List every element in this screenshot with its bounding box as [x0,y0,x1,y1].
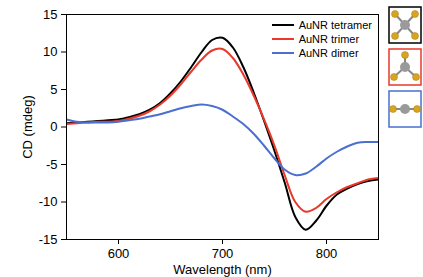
html-text:AuNR tetramer: AuNR tetramer [298,19,372,31]
html-text:AuNR dimer: AuNR dimer [298,47,359,59]
svg-text:-15: -15 [39,232,58,247]
svg-text:15: 15 [43,7,57,22]
svg-text:5: 5 [50,82,57,97]
svg-text:-10: -10 [39,194,58,209]
svg-text:800: 800 [316,246,338,261]
svg-text:700: 700 [212,246,234,261]
svg-text:-5: -5 [46,157,58,172]
svg-text:10: 10 [43,44,57,59]
svg-text:CD (mdeg): CD (mdeg) [20,95,35,159]
html-text:AuNR trimer: AuNR trimer [298,33,360,45]
svg-text:0: 0 [50,119,57,134]
svg-text:Wavelength (nm): Wavelength (nm) [173,262,272,277]
svg-text:600: 600 [108,246,130,261]
